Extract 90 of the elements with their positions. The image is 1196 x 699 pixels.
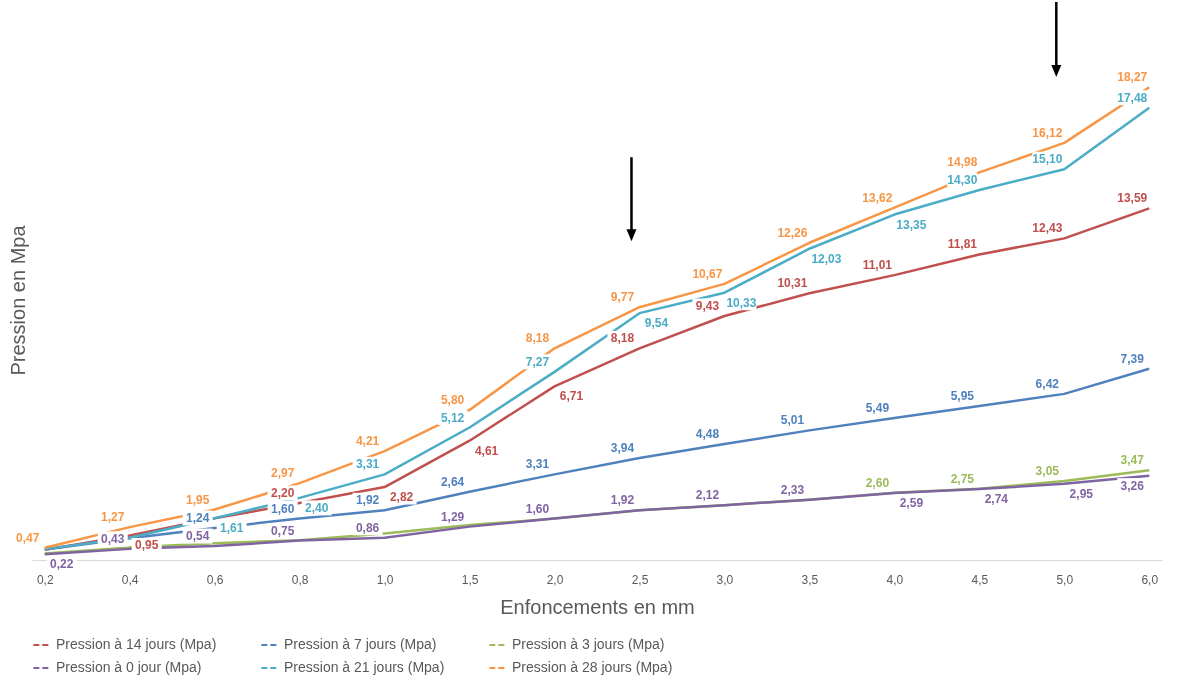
data-label: 5,49 [865, 400, 890, 415]
data-label: 0,75 [270, 523, 295, 538]
data-label: 9,43 [695, 299, 720, 313]
data-label: 12,26 [777, 225, 808, 240]
data-label: 5,80 [440, 392, 465, 407]
data-label: 2,59 [899, 495, 924, 510]
data-label: 2,12 [695, 488, 720, 503]
legend-label: Pression à 21 jours (Mpa) [284, 659, 445, 675]
x-tick-label: 2,0 [546, 572, 564, 587]
data-label: 0,54 [185, 529, 210, 544]
data-label: 5,95 [950, 389, 975, 404]
data-label: 2,75 [950, 471, 975, 486]
data-label: 10,33 [726, 295, 757, 310]
data-label: 4,21 [355, 434, 380, 449]
data-label: 4,48 [695, 427, 720, 442]
data-label: 2,64 [440, 474, 465, 489]
x-tick-label: 0,6 [206, 572, 224, 587]
data-label: 3,47 [1120, 453, 1145, 468]
data-label: 14,98 [947, 155, 978, 170]
x-tick-label: 0,4 [121, 572, 139, 587]
y-axis-title: Pression en Mpa [6, 224, 29, 376]
x-tick-label: 5,0 [1056, 572, 1074, 587]
x-tick-label: 4,0 [886, 572, 904, 587]
data-label: 3,31 [525, 457, 550, 472]
data-label: 4,61 [474, 443, 499, 458]
data-label: 2,97 [270, 466, 295, 481]
data-label: 2,40 [304, 500, 329, 515]
x-tick-label: 1,0 [376, 572, 394, 587]
legend-label: Pression à 14 jours (Mpa) [56, 636, 217, 652]
data-label: 11,81 [947, 237, 978, 252]
data-label: 12,43 [1032, 221, 1063, 236]
data-label: 14,30 [947, 172, 978, 187]
x-tick-label: 4,5 [971, 572, 989, 587]
data-label: 1,27 [101, 510, 125, 525]
data-label: 9,77 [610, 290, 635, 305]
data-label: 3,94 [610, 441, 635, 456]
data-label: 3,31 [355, 457, 380, 472]
x-axis-title: Enfoncements en mm [500, 595, 695, 618]
data-label: 8,18 [610, 331, 635, 346]
data-label: 3,26 [1120, 478, 1145, 493]
data-label: 18,27 [1117, 70, 1148, 85]
data-label: 0,47 [16, 530, 40, 545]
data-label: 17,48 [1117, 90, 1148, 105]
data-label: 8,18 [525, 331, 550, 346]
data-label: 3,05 [1035, 464, 1060, 479]
data-label: 2,33 [780, 482, 805, 497]
data-label: 2,74 [984, 492, 1009, 507]
data-label: 10,31 [777, 276, 808, 291]
data-label: 1,61 [219, 521, 244, 536]
data-label: 1,60 [525, 501, 550, 516]
x-tick-label: 2,5 [631, 572, 649, 587]
data-label: 11,01 [862, 258, 893, 273]
data-label: 1,29 [440, 509, 465, 524]
data-label: 5,01 [780, 413, 805, 428]
data-label: 6,42 [1035, 376, 1060, 391]
data-label: 6,71 [559, 389, 584, 404]
data-label: 0,86 [355, 520, 380, 535]
legend-label: Pression à 7 jours (Mpa) [284, 636, 437, 652]
data-label: 13,62 [862, 190, 893, 205]
data-label: 7,39 [1120, 351, 1145, 366]
data-label: 1,92 [610, 493, 635, 508]
x-tick-label: 3,0 [716, 572, 734, 587]
data-label: 13,59 [1117, 191, 1148, 206]
data-label: 1,92 [355, 493, 380, 508]
data-label: 2,82 [389, 490, 414, 505]
data-label: 5,12 [440, 410, 465, 425]
data-label: 1,60 [270, 501, 295, 516]
x-tick-label: 3,5 [801, 572, 819, 587]
legend-label: Pression à 3 jours (Mpa) [512, 636, 665, 652]
data-label: 16,12 [1032, 125, 1063, 140]
data-label: 2,95 [1069, 486, 1094, 501]
data-label: 2,60 [865, 475, 890, 490]
data-label: 9,54 [644, 316, 669, 331]
x-tick-label: 6,0 [1141, 572, 1159, 587]
data-label: 10,67 [692, 266, 723, 281]
x-tick-label: 0,2 [36, 572, 54, 587]
data-label: 0,22 [50, 557, 74, 572]
x-tick-label: 1,5 [461, 572, 479, 587]
data-label: 1,24 [185, 510, 210, 525]
data-label: 15,10 [1032, 152, 1063, 167]
data-label: 7,27 [525, 354, 550, 369]
data-label: 2,20 [270, 486, 295, 501]
x-tick-label: 0,8 [291, 572, 309, 587]
data-label: 13,35 [896, 217, 927, 232]
data-label: 12,03 [811, 251, 842, 266]
legend-label: Pression à 0 jour (Mpa) [56, 659, 202, 675]
data-label: 0,95 [135, 538, 159, 553]
data-label: 0,43 [101, 531, 125, 546]
data-label: 1,95 [185, 492, 210, 507]
legend-label: Pression à 28 jours (Mpa) [512, 659, 673, 675]
